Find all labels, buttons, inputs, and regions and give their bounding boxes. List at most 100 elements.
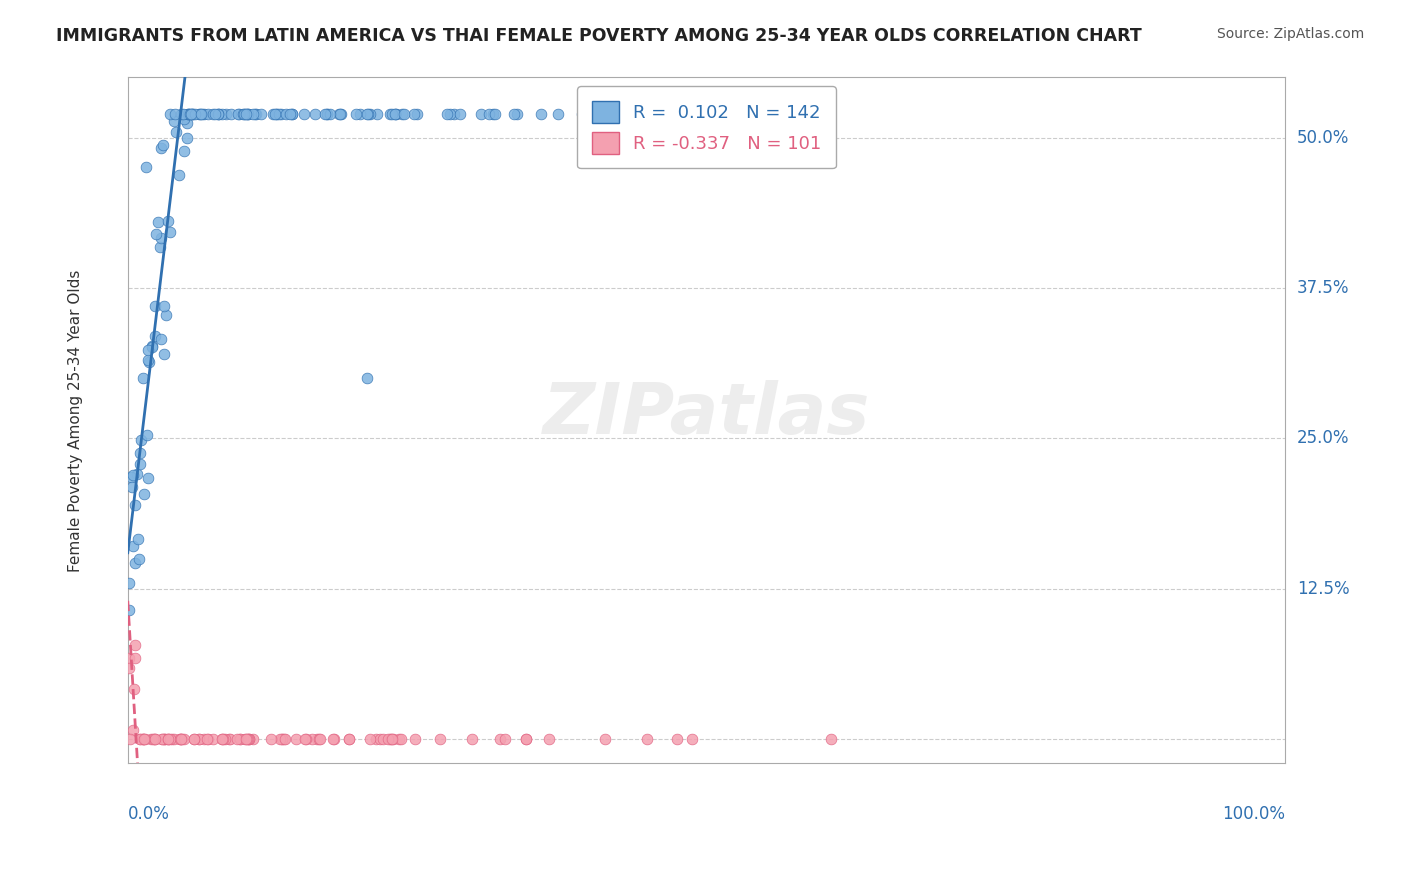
Point xyxy=(195,732,218,747)
Point xyxy=(478,106,501,120)
Point xyxy=(172,106,194,120)
Point xyxy=(250,106,273,120)
Point xyxy=(150,332,173,346)
Point xyxy=(481,106,503,120)
Point xyxy=(157,732,180,747)
Point xyxy=(149,240,172,254)
Point xyxy=(193,732,215,747)
Point xyxy=(274,106,297,120)
Point xyxy=(157,214,180,228)
Point xyxy=(146,215,169,229)
Point xyxy=(330,106,353,120)
Point xyxy=(245,106,267,120)
Point xyxy=(197,732,219,747)
Point xyxy=(149,141,172,155)
Point xyxy=(188,732,211,747)
Point xyxy=(449,106,471,120)
Point xyxy=(163,106,186,120)
Point xyxy=(665,732,688,747)
Point xyxy=(150,732,173,747)
Point xyxy=(429,732,451,747)
Point xyxy=(359,732,381,747)
Point xyxy=(494,732,516,747)
Legend: R =  0.102   N = 142, R = -0.337   N = 101: R = 0.102 N = 142, R = -0.337 N = 101 xyxy=(578,87,837,169)
Point xyxy=(129,433,152,447)
Point xyxy=(188,732,211,747)
Point xyxy=(280,106,302,120)
Point xyxy=(169,732,191,747)
Point xyxy=(238,106,260,120)
Point xyxy=(179,106,201,120)
Point xyxy=(271,732,294,747)
Point xyxy=(121,480,143,494)
Point xyxy=(388,732,411,747)
Point xyxy=(681,732,703,747)
Point xyxy=(204,106,226,120)
Point xyxy=(141,339,163,353)
Point xyxy=(547,106,569,120)
Point xyxy=(443,106,465,120)
Point xyxy=(132,732,155,747)
Point xyxy=(142,732,165,747)
Point xyxy=(143,299,166,313)
Point xyxy=(152,299,174,313)
Point xyxy=(269,106,291,120)
Text: 25.0%: 25.0% xyxy=(1296,429,1350,448)
Point xyxy=(359,106,381,120)
Point xyxy=(356,106,378,120)
Point xyxy=(152,137,174,152)
Point xyxy=(218,732,240,747)
Point xyxy=(470,106,492,120)
Text: ZIPatlas: ZIPatlas xyxy=(543,380,870,449)
Point xyxy=(173,732,195,747)
Point xyxy=(181,106,204,120)
Point xyxy=(233,106,256,120)
Point xyxy=(226,106,249,120)
Point xyxy=(356,106,378,120)
Point xyxy=(152,732,174,747)
Point xyxy=(122,681,145,696)
Point xyxy=(599,106,621,120)
Point xyxy=(124,498,146,512)
Point xyxy=(461,732,484,747)
Point xyxy=(319,106,342,120)
Point xyxy=(232,106,254,120)
Point xyxy=(337,732,360,747)
Point xyxy=(270,106,292,120)
Point xyxy=(190,106,212,120)
Point xyxy=(315,106,337,120)
Point xyxy=(436,106,458,120)
Point xyxy=(170,732,193,747)
Point xyxy=(122,540,145,554)
Point xyxy=(391,106,413,120)
Point xyxy=(155,732,177,747)
Point xyxy=(682,106,704,120)
Point xyxy=(215,106,238,120)
Point xyxy=(314,106,336,120)
Point xyxy=(228,732,250,747)
Point xyxy=(157,732,180,747)
Point xyxy=(136,471,159,485)
Point xyxy=(226,732,249,747)
Point xyxy=(138,343,160,358)
Point xyxy=(141,340,163,354)
Point xyxy=(273,732,295,747)
Point xyxy=(165,124,187,138)
Point xyxy=(235,732,257,747)
Point xyxy=(389,732,412,747)
Point xyxy=(571,106,593,120)
Point xyxy=(308,732,330,747)
Point xyxy=(170,732,193,747)
Point xyxy=(169,732,191,747)
Point xyxy=(143,328,166,343)
Point xyxy=(328,106,350,120)
Point xyxy=(173,112,195,127)
Point xyxy=(301,732,323,747)
Point xyxy=(197,106,219,120)
Point xyxy=(121,723,143,738)
Point xyxy=(280,106,302,120)
Text: Source: ZipAtlas.com: Source: ZipAtlas.com xyxy=(1216,27,1364,41)
Point xyxy=(221,106,243,120)
Point xyxy=(135,160,157,174)
Point xyxy=(366,732,388,747)
